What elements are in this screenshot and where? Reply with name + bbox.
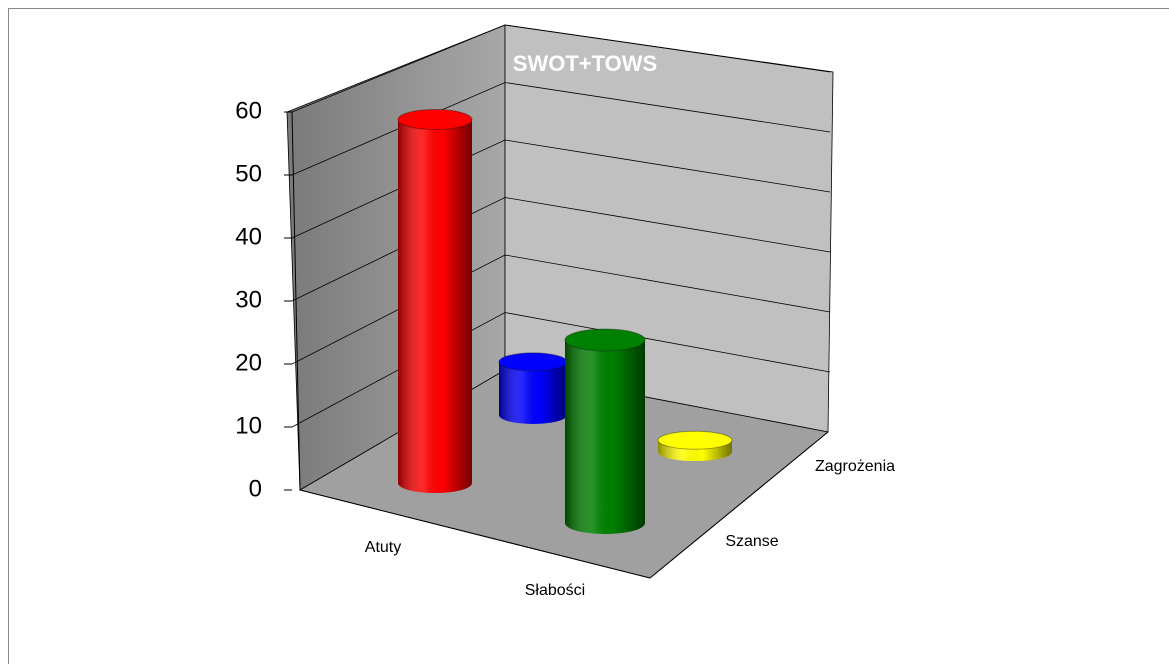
depth-tick-label: Zagrożenia	[815, 458, 895, 475]
bar-shade	[398, 119, 472, 494]
bar-top	[564, 328, 646, 352]
bar-shade	[565, 340, 645, 534]
grid-line	[291, 312, 831, 428]
y-tick-label: 0	[249, 475, 262, 502]
y-tick-label: 40	[235, 223, 262, 250]
bar-top	[657, 430, 733, 450]
bar-shade	[499, 361, 567, 424]
y-tick-label: 20	[235, 349, 262, 376]
bar-top	[397, 109, 473, 131]
grid-line	[291, 82, 831, 176]
y-axis	[291, 111, 301, 491]
y-tick-label: 30	[235, 286, 262, 313]
x-tick-label: Atuty	[365, 539, 401, 556]
x-tick-label: Słabości	[525, 582, 585, 599]
grid-line	[291, 139, 831, 239]
x-axis	[299, 489, 651, 579]
grid-line	[291, 197, 831, 302]
bar-top	[498, 352, 568, 372]
grid-line	[291, 24, 831, 113]
y-tick-label: 50	[235, 160, 262, 187]
y-tick-label: 10	[235, 412, 262, 439]
y-tick-label: 60	[235, 97, 262, 124]
depth-tick-label: Szanse	[725, 533, 778, 550]
chart-title: SWOT+TOWS	[513, 51, 657, 76]
grid-line	[291, 254, 831, 365]
depth-axis	[649, 431, 829, 579]
bar-shade	[658, 440, 732, 461]
